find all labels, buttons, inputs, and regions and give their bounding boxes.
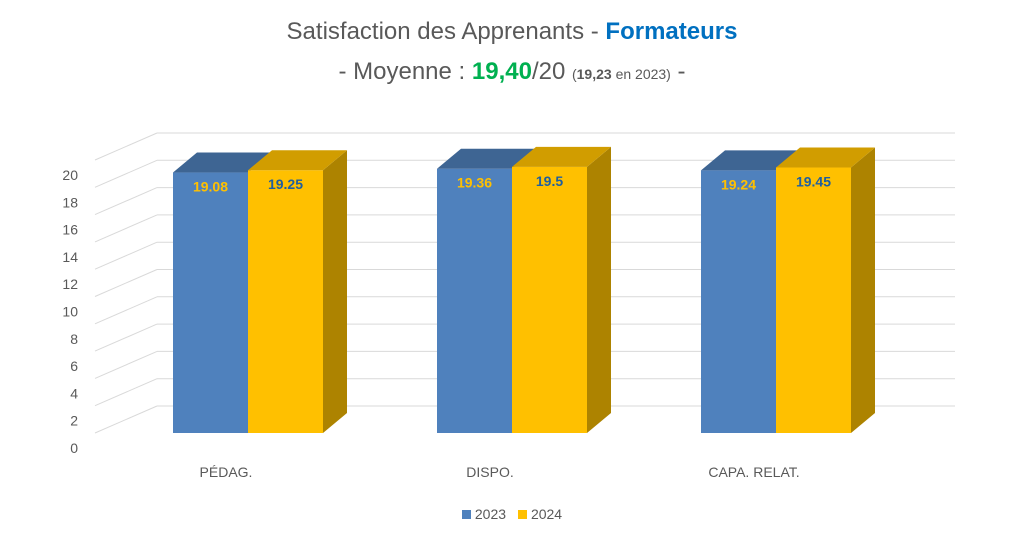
bar-2024-2 <box>776 167 851 433</box>
bar-2024-1 <box>512 166 587 433</box>
gridline-side <box>94 132 158 161</box>
title-main: Satisfaction des Apprenants - <box>286 18 606 45</box>
y-tick-label: 2 <box>70 413 78 429</box>
y-tick-label: 18 <box>62 194 78 210</box>
gridline-side <box>94 187 158 216</box>
y-tick-label: 4 <box>70 385 78 401</box>
gridline-side <box>94 350 158 379</box>
gridline-side <box>94 378 158 407</box>
y-tick-label: 0 <box>70 440 78 456</box>
bar-2023-2 <box>701 170 776 433</box>
title-line-2: - Moyenne : 19,40/20 (19,23 en 2023) - <box>0 54 1024 92</box>
legend-item-2023: 2023 <box>461 506 507 522</box>
legend: 2023 2024 <box>0 506 1024 522</box>
data-label: 19.36 <box>457 175 492 191</box>
data-label: 19.25 <box>268 176 303 192</box>
bar-side-2024 <box>851 147 875 433</box>
previous-average: (19,23 en 2023) <box>571 66 671 82</box>
title-accent: Formateurs <box>605 18 738 45</box>
average-value: 19,40 <box>471 58 532 85</box>
bar-top-2023 <box>437 148 536 169</box>
bar-side-2024 <box>323 150 347 434</box>
bar-top-2023 <box>701 150 800 171</box>
bar-2023-0 <box>173 172 248 434</box>
bar-top-2024 <box>776 147 875 168</box>
gridline-side <box>94 159 158 188</box>
legend-swatch-2023 <box>461 510 471 519</box>
gridline-side <box>94 241 158 270</box>
title-end: - <box>670 58 686 85</box>
y-tick-label: 10 <box>62 304 78 320</box>
gridline-side <box>94 296 158 325</box>
data-label: 19.08 <box>193 179 228 195</box>
x-tick-label: CAPA. RELAT. <box>708 464 799 480</box>
y-tick-label: 8 <box>70 331 78 347</box>
y-tick-label: 16 <box>62 222 78 238</box>
average-suffix: /20 <box>531 58 572 85</box>
y-tick-label: 6 <box>70 358 78 374</box>
bar-top-2023 <box>173 152 272 173</box>
bar-2024-0 <box>248 170 323 434</box>
gridline-side <box>94 405 158 434</box>
y-tick-label: 20 <box>62 167 78 183</box>
legend-swatch-2024 <box>517 510 527 519</box>
y-tick-label: 14 <box>62 249 78 265</box>
data-label: 19.5 <box>536 173 563 189</box>
bar-top-2024 <box>512 146 611 167</box>
title-line-1: Satisfaction des Apprenants - Formateurs <box>0 14 1024 50</box>
chart-title: Satisfaction des Apprenants - Formateurs… <box>0 14 1024 92</box>
title-prefix: - Moyenne : <box>338 58 472 85</box>
previous-average-value: 19,23 <box>576 66 612 82</box>
bar-top-2024 <box>248 150 347 171</box>
x-tick-label: PÉDAG. <box>200 464 253 480</box>
gridline-side <box>94 323 158 352</box>
gridline-side <box>94 214 158 243</box>
x-tick-label: DISPO. <box>466 464 513 480</box>
data-label: 19.24 <box>721 176 756 192</box>
legend-label-2024: 2024 <box>530 506 563 522</box>
bar-side-2024 <box>587 146 611 433</box>
y-tick-label: 12 <box>62 276 78 292</box>
gridline-side <box>94 269 158 297</box>
legend-item-2024: 2024 <box>517 506 563 522</box>
data-label: 19.45 <box>796 174 831 190</box>
legend-label-2023: 2023 <box>474 506 507 522</box>
bar-2023-1 <box>437 168 512 433</box>
